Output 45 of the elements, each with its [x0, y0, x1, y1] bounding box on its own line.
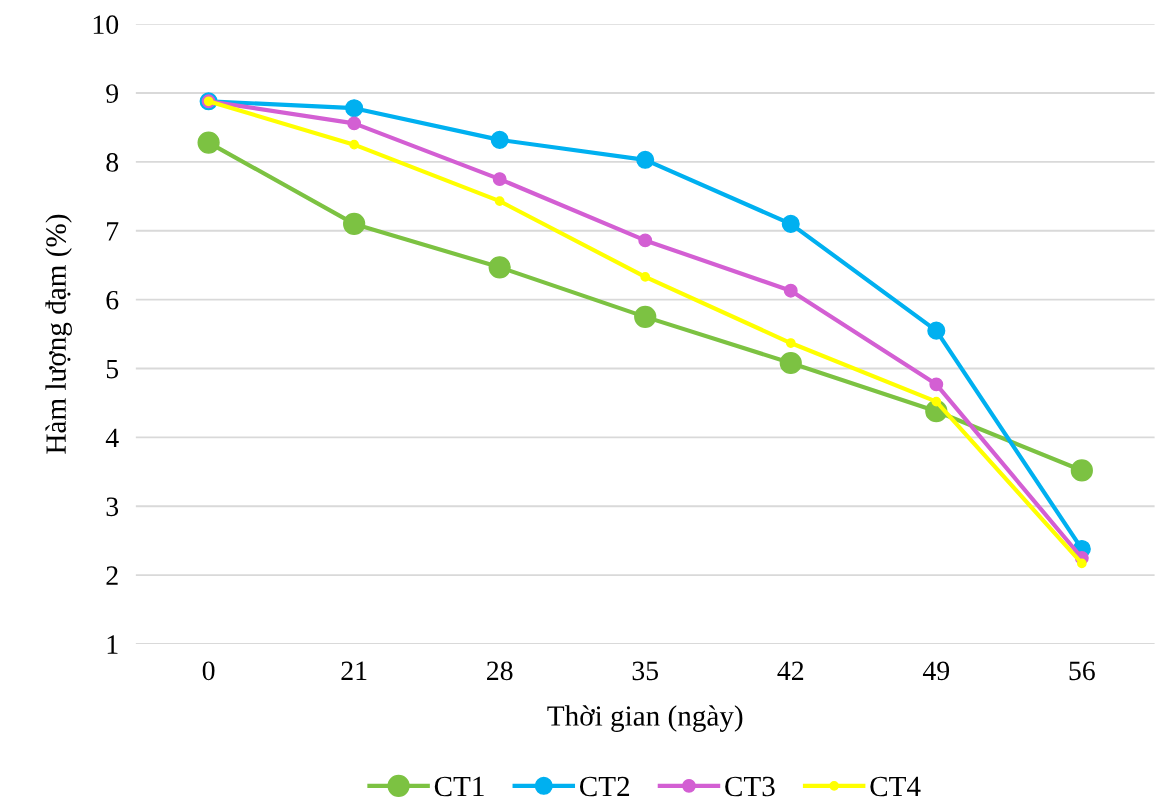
point — [929, 377, 944, 392]
x-tick-label: 21 — [341, 661, 367, 680]
point — [345, 99, 364, 118]
y-tick-label: 3 — [106, 497, 119, 517]
point — [1076, 558, 1087, 569]
x-tick-label: 28 — [487, 661, 513, 681]
point — [197, 131, 220, 154]
x-tick-label: 49 — [922, 661, 950, 681]
x-tick-label: 56 — [1069, 661, 1095, 681]
y-tick-label: 10 — [93, 15, 119, 35]
point — [638, 233, 653, 248]
point — [779, 351, 802, 375]
point — [490, 130, 509, 149]
point — [781, 214, 800, 233]
point — [634, 305, 657, 328]
x-tick-label: 42 — [777, 661, 804, 680]
point — [494, 196, 505, 207]
y-tick-label: 7 — [107, 222, 119, 241]
y-tick-label: 1 — [107, 635, 118, 654]
y-tick-label: 4 — [105, 428, 119, 448]
point — [349, 139, 360, 150]
y-tick-label: 8 — [106, 153, 119, 172]
y-tick-label: 9 — [106, 84, 119, 103]
point — [347, 116, 362, 131]
point — [488, 256, 511, 279]
legend-label: CT4 — [870, 776, 921, 797]
point — [931, 396, 942, 407]
y-tick-label: 5 — [106, 359, 119, 379]
point — [927, 321, 946, 340]
y-axis-title: Hàm lượng đạm (%) — [45, 214, 72, 454]
y-tick-label: 6 — [106, 290, 119, 310]
point — [783, 283, 798, 298]
point — [492, 172, 507, 187]
legend-label: CT1 — [434, 776, 484, 797]
point — [640, 272, 651, 282]
point — [636, 150, 655, 169]
point — [1070, 459, 1093, 482]
x-axis-title: Thời gian (ngày) — [547, 705, 743, 732]
point — [343, 212, 366, 235]
x-tick-label: 35 — [632, 661, 659, 681]
y-tick-label: 2 — [106, 566, 118, 585]
legend-label: CT2 — [579, 776, 630, 797]
x-tick-label: 0 — [202, 661, 215, 681]
point — [785, 338, 796, 348]
legend-label: CT3 — [725, 776, 775, 797]
